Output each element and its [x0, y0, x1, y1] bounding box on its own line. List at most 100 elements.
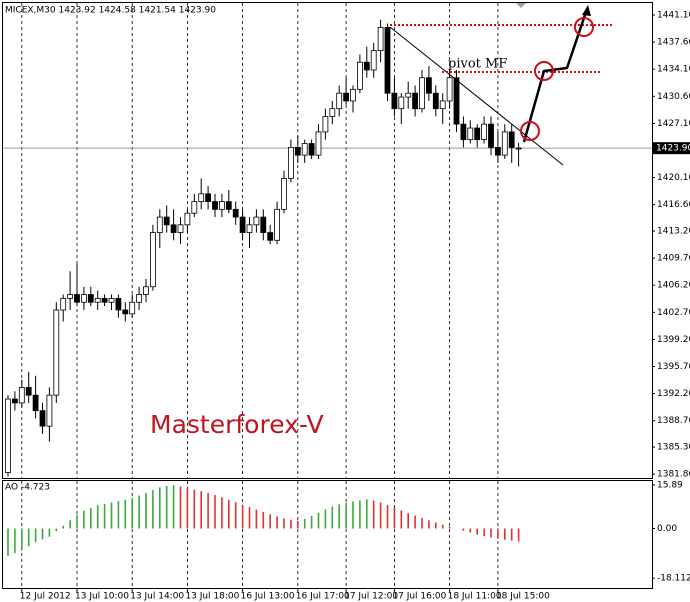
target-circle	[534, 61, 554, 81]
frame	[2, 2, 653, 589]
candle-body	[501, 131, 508, 156]
candle-body	[177, 224, 184, 233]
candle-body	[218, 201, 225, 210]
candle-body	[377, 26, 384, 52]
candle-body	[253, 216, 260, 226]
y-tick-label: 1434.10	[657, 65, 690, 75]
indicator-title: AO -4.723	[5, 483, 50, 493]
candle-body	[32, 394, 39, 412]
y-tick-label: 1406.20	[657, 281, 690, 291]
candle-body	[74, 294, 80, 303]
x-tick-label: 13 Jul 14:00	[130, 592, 184, 602]
candle-body	[39, 410, 46, 427]
candle-body	[398, 96, 405, 110]
forecast-path	[522, 11, 588, 143]
candle-body	[481, 123, 488, 141]
candle-body	[315, 131, 322, 156]
candle-body	[184, 212, 191, 226]
chart-title: MICEX,M30 1423.92 1424.58 1421.54 1423.9…	[5, 6, 216, 16]
candle-body	[108, 297, 115, 303]
y-tick-label: 1395.70	[657, 362, 690, 372]
x-tick-label: 18 Jul 15:00	[496, 592, 550, 602]
candle-body	[308, 143, 315, 156]
watermark: Masterforex-V	[150, 410, 324, 439]
candle-body	[474, 127, 481, 141]
candle-body	[239, 216, 246, 233]
candle-body	[508, 131, 515, 148]
current-price-label: 1423.90	[656, 144, 690, 154]
candle-body	[170, 224, 177, 233]
candle-body	[343, 92, 350, 102]
candle-body	[25, 387, 32, 396]
y-tick-label: 1388.70	[657, 416, 690, 426]
drawings	[389, 3, 612, 166]
y-tick-label: 1437.60	[657, 38, 690, 48]
y-tick-label: 0.00	[657, 524, 677, 534]
y-tick-label: 1420.10	[657, 173, 690, 183]
y-tick-label: 1399.20	[657, 335, 690, 345]
candle-body	[322, 116, 329, 133]
candle-body	[60, 297, 67, 311]
candle-body	[301, 143, 308, 156]
candle-body	[156, 216, 163, 233]
y-tick-label: 1441.10	[657, 11, 690, 21]
x-tick-label: 17 Jul 12:00	[344, 592, 398, 602]
candle-body	[246, 224, 253, 233]
candle-body	[94, 297, 101, 303]
x-tick-label: 18 Jul 11:00	[448, 592, 502, 602]
candle-body	[191, 201, 198, 214]
x-tick-label: 13 Jul 10:00	[75, 592, 129, 602]
candle-body	[336, 92, 343, 110]
candle-body	[18, 387, 25, 404]
current-price-box	[652, 142, 690, 155]
indicator-panel-border	[2, 480, 653, 589]
candle-body	[11, 398, 18, 404]
candle-body	[53, 309, 60, 396]
candle-body	[363, 61, 370, 71]
y-tick-label: 1416.60	[657, 200, 690, 210]
y-tick-label: 1409.70	[657, 254, 690, 264]
x-tick-label: 12 Jul 2012	[20, 592, 71, 602]
x-tick-label: 17 Jul 16:00	[392, 592, 446, 602]
y-tick-label: 1385.30	[657, 443, 690, 453]
candle-body	[439, 100, 446, 110]
candle-body	[81, 294, 87, 303]
candle-body	[5, 398, 11, 473]
candle-body	[432, 92, 439, 110]
candle-body	[129, 301, 136, 315]
candle-body	[350, 88, 356, 102]
candle-body	[446, 77, 453, 102]
annotation: pivot MF	[448, 57, 507, 72]
candle-body	[225, 201, 232, 210]
candle-body	[384, 26, 391, 94]
y-tick-label: 1402.70	[657, 308, 690, 318]
candle-body	[460, 123, 467, 141]
candle-body	[46, 394, 53, 427]
shift-marker	[516, 3, 526, 8]
candle-body	[212, 201, 218, 210]
candle-body	[143, 286, 149, 295]
candle-body	[515, 147, 522, 150]
y-tick-label: 15.89	[657, 480, 683, 490]
main-panel-border	[2, 2, 653, 479]
candle-body	[198, 193, 205, 202]
candle-body	[425, 77, 432, 94]
arrow-head	[582, 5, 591, 16]
y-tick-label: 1392.20	[657, 389, 690, 399]
candle-body	[294, 146, 301, 156]
candle-body	[370, 50, 377, 71]
candle-body	[329, 108, 336, 117]
y-tick-label: -18.112	[657, 574, 690, 584]
candle-body	[391, 92, 398, 110]
candle-body	[163, 216, 170, 226]
x-tick-label: 16 Jul 13:00	[241, 592, 295, 602]
candle-body	[281, 177, 287, 210]
x-tick-label: 16 Jul 17:00	[296, 592, 350, 602]
candle-body	[494, 146, 501, 156]
candle-body	[405, 92, 412, 98]
y-tick-label: 1413.20	[657, 227, 690, 237]
candle-body	[67, 294, 73, 299]
trend-line	[389, 26, 564, 166]
candle-body	[101, 297, 108, 303]
